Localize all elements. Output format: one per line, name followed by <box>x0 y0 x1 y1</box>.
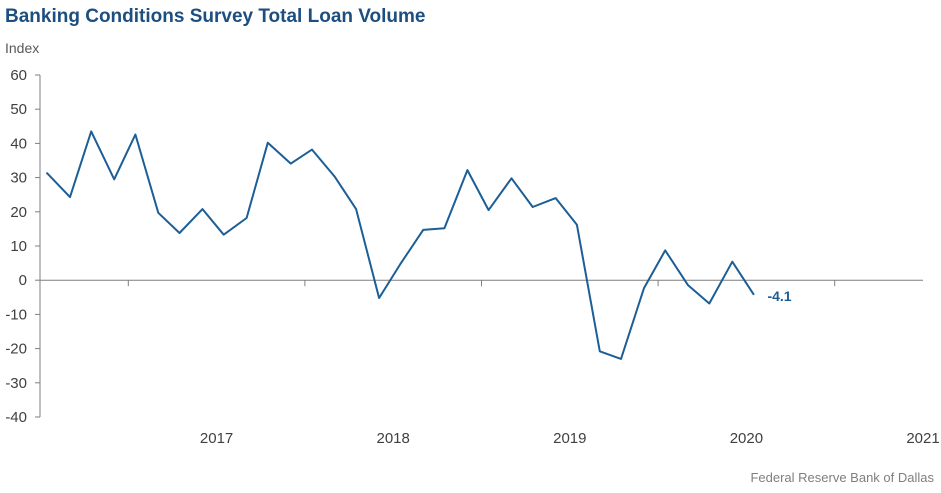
x-axis: 2017 2018 2019 2020 2021 <box>40 279 940 447</box>
x-tick-label: 2017 <box>200 430 233 447</box>
data-label-last-value: -4.1 <box>767 288 791 304</box>
y-tick-label: 60 <box>10 67 27 84</box>
y-tick-label: -10 <box>5 306 27 323</box>
x-tick-label: 2018 <box>377 430 410 447</box>
source-note: Federal Reserve Bank of Dallas <box>750 470 934 485</box>
y-tick-label: -30 <box>5 375 27 392</box>
y-tick-label: 50 <box>10 101 27 118</box>
series-line <box>46 130 755 360</box>
x-tick-label: 2019 <box>553 430 586 447</box>
y-axis-unit-label: Index <box>5 40 40 56</box>
y-tick-label: 20 <box>10 204 27 221</box>
y-axis: 60 50 40 30 20 10 0 -10 -20 -30 -40 <box>5 67 41 426</box>
y-tick-label: 10 <box>10 238 27 255</box>
y-tick-label: 30 <box>10 170 27 187</box>
y-tick-label: -40 <box>5 409 27 426</box>
series-lines <box>46 130 755 360</box>
annotations: -4.1 <box>767 288 791 304</box>
chart-title: Banking Conditions Survey Total Loan Vol… <box>5 6 426 27</box>
y-tick-label: 0 <box>19 272 27 289</box>
y-tick-label: -20 <box>5 341 27 358</box>
x-tick-label: 2021 <box>906 430 939 447</box>
y-tick-label: 40 <box>10 135 27 152</box>
x-tick-label: 2020 <box>730 430 763 447</box>
